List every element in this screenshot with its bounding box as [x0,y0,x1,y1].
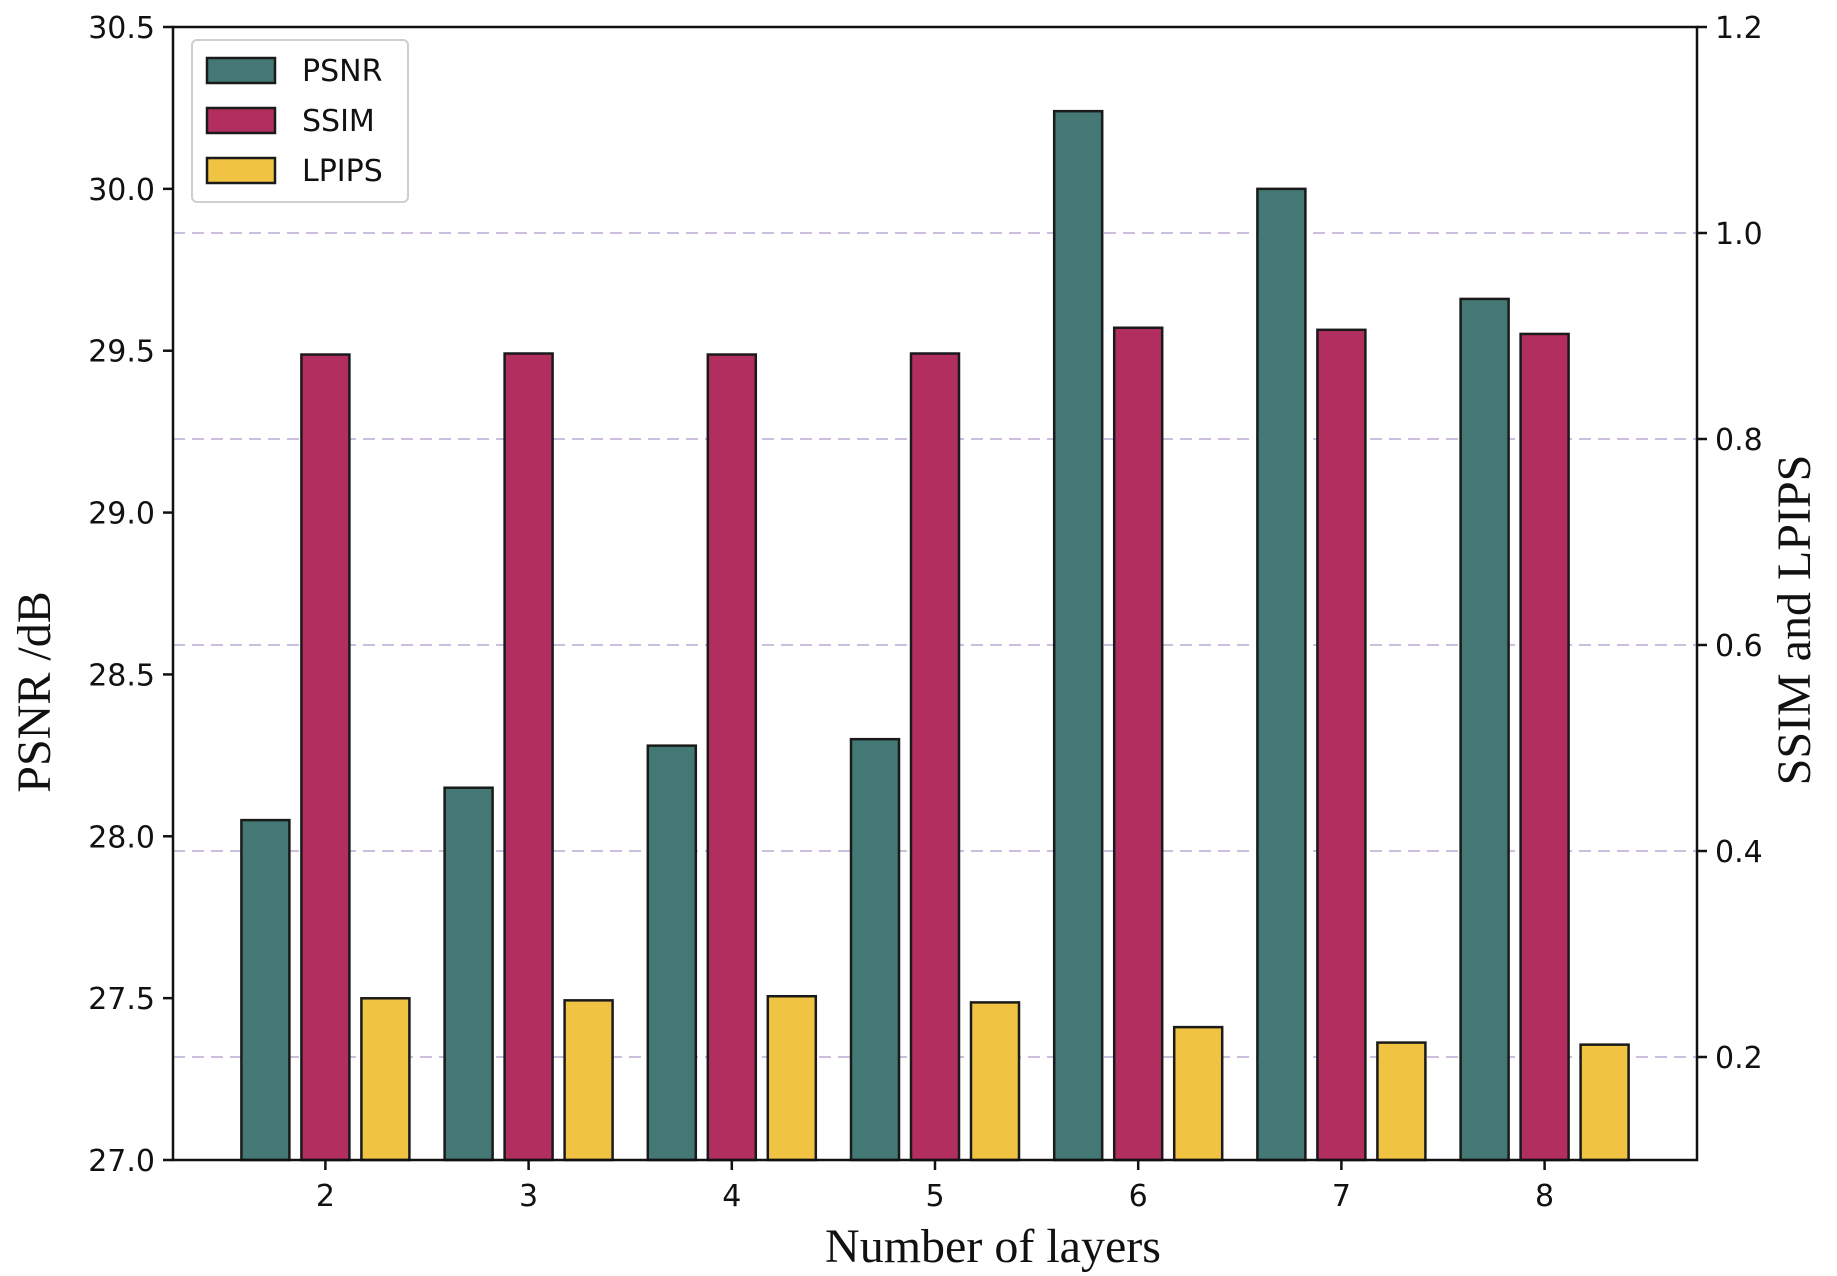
right-tick-label: 1.0 [1715,217,1763,252]
bar-lpips-6 [1172,1025,1224,1162]
bar-lpips-5 [969,1001,1021,1162]
bar-lpips-7 [1376,1041,1427,1162]
bar-lpips-4 [766,994,818,1162]
bar-lpips-2 [360,997,411,1162]
bar-ssim-2 [300,353,351,1162]
x-axis-ticks: 2 3 4 5 6 7 8 [316,1160,1554,1214]
left-axis-title: PSNR /dB [8,591,61,792]
x-tick-label: 5 [925,1179,944,1214]
x-tick-label: 3 [519,1179,538,1214]
bar-psnr-7 [1256,187,1307,1162]
bar-lpips-8 [1579,1043,1630,1162]
legend-label-lpips: LPIPS [302,154,383,189]
right-axis-title: SSIM and LPIPS [1768,455,1821,786]
left-tick-label: 28.5 [88,658,155,693]
bar-ssim-7 [1316,328,1367,1162]
bar-psnr-5 [849,737,901,1162]
left-tick-label: 27.0 [88,1144,155,1179]
left-tick-label: 30.0 [88,173,155,208]
bar-psnr-3 [443,786,494,1162]
bar-ssim-8 [1519,332,1570,1162]
left-tick-label: 30.5 [88,11,155,46]
right-axis-ticks: 0.2 0.4 0.6 0.8 1.0 1.2 [1697,11,1763,1076]
bar-psnr-8 [1459,297,1510,1162]
x-tick-label: 8 [1535,1179,1554,1214]
left-tick-label: 29.0 [88,497,155,532]
right-tick-label: 0.4 [1715,835,1763,870]
bar-lpips-3 [563,999,614,1162]
left-tick-label: 27.5 [88,982,155,1017]
bar-ssim-5 [909,352,961,1162]
legend-swatch-psnr [205,56,277,85]
legend: PSNR SSIM LPIPS [191,39,409,203]
bar-psnr-4 [646,744,698,1162]
left-tick-label: 28.0 [88,820,155,855]
x-tick-label: 2 [316,1179,335,1214]
right-tick-label: 0.6 [1715,629,1763,664]
bar-ssim-3 [503,352,554,1162]
legend-label-psnr: PSNR [302,54,382,89]
left-axis-ticks: 27.0 27.5 28.0 28.5 29.0 29.5 30.0 30.5 [88,11,173,1179]
legend-swatch-ssim [205,106,277,135]
bars [240,109,1630,1162]
bar-psnr-6 [1052,109,1104,1162]
x-tick-label: 4 [722,1179,741,1214]
x-tick-label: 7 [1332,1179,1351,1214]
right-tick-label: 1.2 [1715,11,1763,46]
bar-ssim-6 [1112,326,1164,1162]
x-axis-title: Number of layers [825,1220,1161,1273]
bar-psnr-2 [240,818,291,1162]
right-tick-label: 0.8 [1715,423,1763,458]
right-tick-label: 0.2 [1715,1041,1763,1076]
legend-swatch-lpips [205,156,277,185]
left-tick-label: 29.5 [88,335,155,370]
x-tick-label: 6 [1129,1179,1148,1214]
legend-label-ssim: SSIM [302,104,375,139]
bar-ssim-4 [706,353,758,1162]
